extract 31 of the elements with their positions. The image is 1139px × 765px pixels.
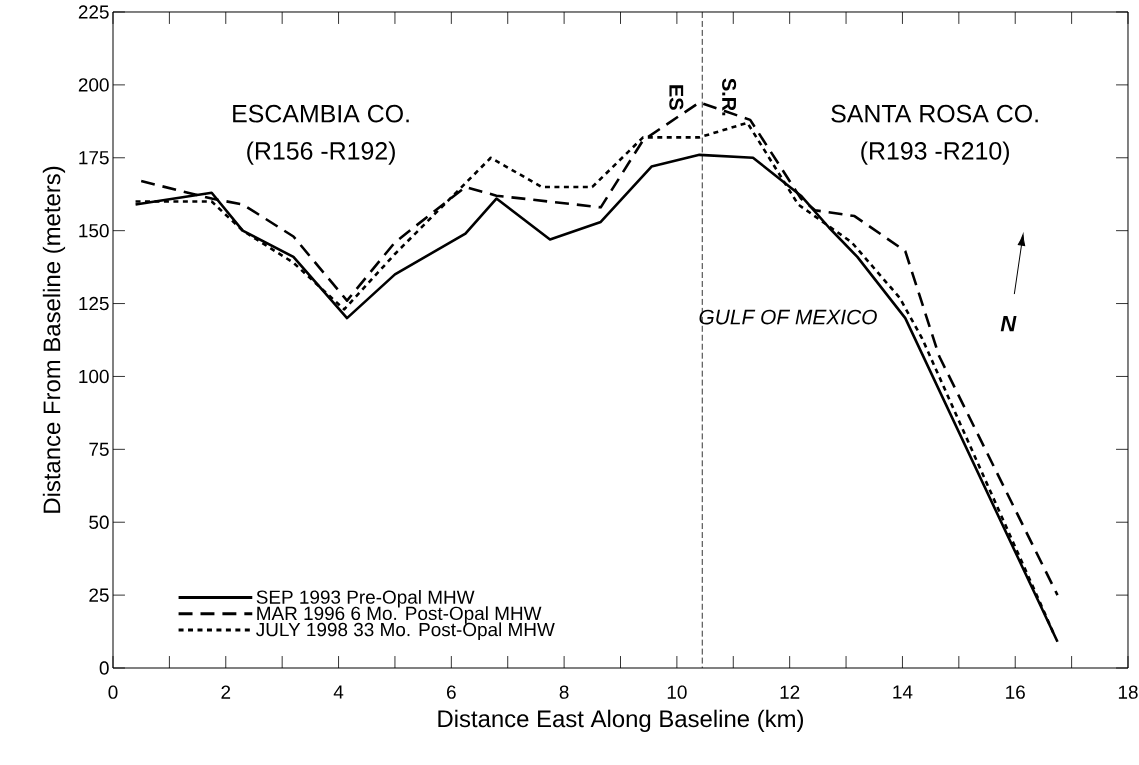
x-axis-title: Distance East Along Baseline (km)	[438, 709, 804, 732]
annotation: (R193 -R210)	[861, 141, 1009, 165]
annotation: N	[1000, 316, 1017, 332]
x-tick-label: 4	[333, 685, 344, 699]
x-tick-label: 2	[221, 685, 231, 699]
y-tick-label: 175	[79, 151, 109, 165]
annotation: SANTA ROSA CO.	[831, 104, 1038, 123]
x-tick-label: 12	[780, 685, 800, 699]
y-axis-title: Distance From Baseline (meters)	[42, 166, 66, 513]
y-tick-label: 0	[99, 661, 109, 675]
y-tick-label: 125	[79, 296, 109, 311]
legend-label: JULY 1998 33 Mo. Post-Opal MHW	[256, 622, 555, 641]
annotation: ESCAMBIA CO.	[233, 104, 409, 123]
y-tick-label: 225	[78, 5, 109, 19]
annotation: S.R.	[722, 78, 737, 116]
x-tick-label: 16	[1006, 685, 1025, 699]
y-tick-label: 200	[78, 78, 109, 92]
x-tick-label: 18	[1118, 685, 1138, 699]
annotation: (R156 -R192)	[247, 141, 395, 165]
y-tick-label: 100	[79, 369, 109, 384]
y-tick-label: 25	[89, 588, 109, 602]
x-tick-label: 14	[893, 685, 913, 699]
x-tick-label: 10	[667, 685, 687, 699]
x-tick-label: 8	[559, 685, 569, 699]
y-tick-label: 50	[89, 515, 109, 529]
y-tick-label: 150	[79, 223, 109, 238]
x-tick-label: 6	[447, 685, 456, 699]
annotation: ES	[669, 85, 684, 110]
annotation: GULF OF MEXICO	[699, 309, 877, 325]
y-tick-label: 75	[89, 442, 109, 456]
x-tick-label: 0	[108, 685, 118, 699]
